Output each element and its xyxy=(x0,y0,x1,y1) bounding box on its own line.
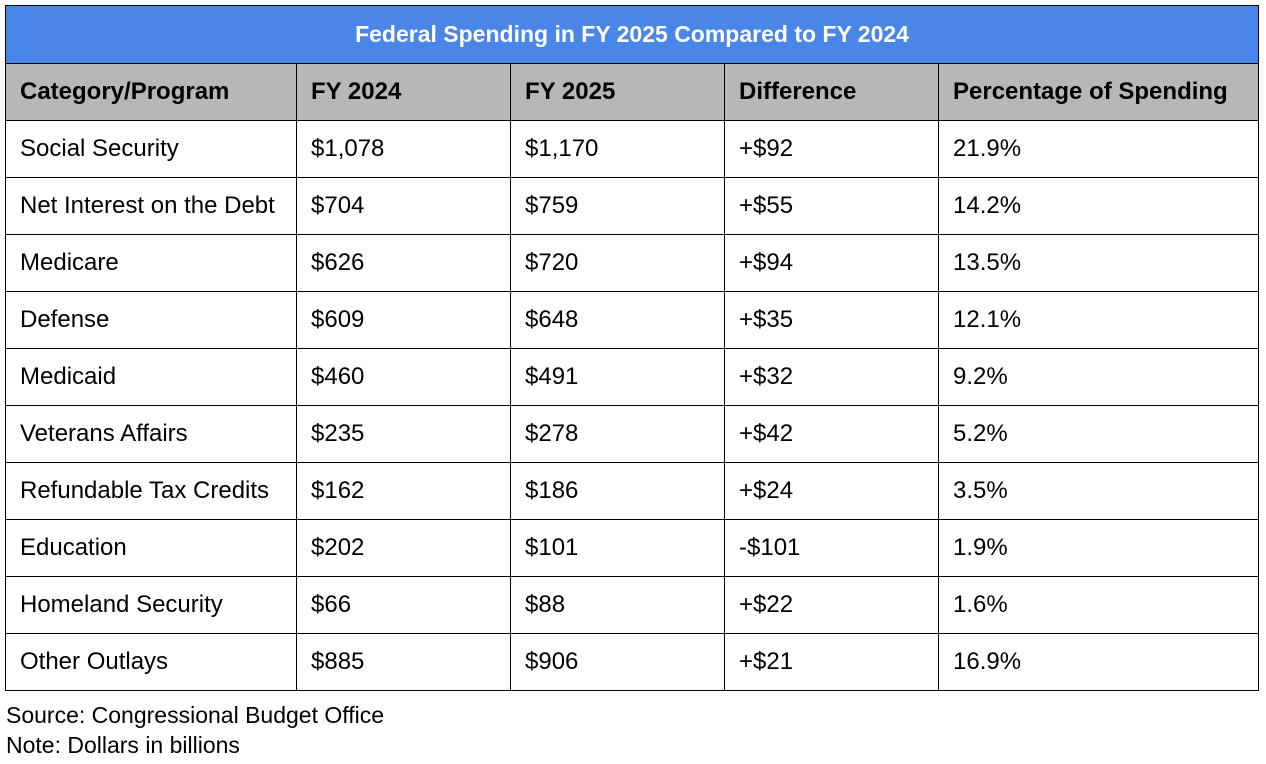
cell-difference: +$35 xyxy=(724,291,939,349)
cell-fy2025: $491 xyxy=(510,348,725,406)
column-header-fy2025: FY 2025 xyxy=(510,63,725,121)
cell-fy2024: $1,078 xyxy=(296,120,511,178)
cell-difference: -$101 xyxy=(724,519,939,577)
cell-percentage: 3.5% xyxy=(937,462,1260,520)
header-row: Category/Program FY 2024 FY 2025 Differe… xyxy=(5,63,1260,121)
cell-difference: +$55 xyxy=(724,177,939,235)
table-row: Net Interest on the Debt $704 $759 +$55 14.2… xyxy=(5,177,1260,235)
cell-fy2024: $704 xyxy=(296,177,511,235)
table-body: Federal Spending in FY 2025 Compared to … xyxy=(4,5,1260,691)
units-note: Note: Dollars in billions xyxy=(6,732,240,758)
cell-category: Homeland Security xyxy=(5,576,297,634)
cell-fy2025: $720 xyxy=(510,234,725,292)
cell-fy2024: $885 xyxy=(296,633,511,691)
cell-difference: +$92 xyxy=(724,120,939,178)
cell-fy2025: $759 xyxy=(510,177,725,235)
cell-category: Education xyxy=(5,519,297,577)
cell-fy2025: $186 xyxy=(510,462,725,520)
cell-percentage: 13.5% xyxy=(937,234,1260,292)
cell-fy2025: $101 xyxy=(510,519,725,577)
cell-percentage: 21.9% xyxy=(937,120,1260,178)
cell-percentage: 14.2% xyxy=(937,177,1260,235)
table-row: Education $202 $101 -$101 1.9% xyxy=(5,519,1260,577)
cell-category: Medicaid xyxy=(5,348,297,406)
table-row: Refundable Tax Credits $162 $186 +$24 3.5% xyxy=(5,462,1260,520)
column-header-difference: Difference xyxy=(724,63,939,121)
column-header-category: Category/Program xyxy=(5,63,297,121)
table-row: Veterans Affairs $235 $278 +$42 5.2% xyxy=(5,405,1260,463)
cell-percentage: 16.9% xyxy=(937,633,1260,691)
cell-difference: +$32 xyxy=(724,348,939,406)
cell-fy2025: $648 xyxy=(510,291,725,349)
cell-difference: +$42 xyxy=(724,405,939,463)
cell-category: Veterans Affairs xyxy=(5,405,297,463)
table-title: Federal Spending in FY 2025 Compared to … xyxy=(4,5,1260,64)
column-header-percentage: Percentage of Spending xyxy=(937,63,1260,121)
table-notes: Source: Congressional Budget Office Note… xyxy=(6,700,384,760)
cell-category: Defense xyxy=(5,291,297,349)
table-row: Other Outlays $885 $906 +$21 16.9% xyxy=(5,633,1260,691)
table-row: Social Security $1,078 $1,170 +$92 21.9% xyxy=(5,120,1260,178)
cell-difference: +$22 xyxy=(724,576,939,634)
cell-fy2025: $88 xyxy=(510,576,725,634)
cell-category: Net Interest on the Debt xyxy=(5,177,297,235)
cell-difference: +$24 xyxy=(724,462,939,520)
cell-fy2024: $162 xyxy=(296,462,511,520)
cell-fy2024: $66 xyxy=(296,576,511,634)
cell-fy2024: $626 xyxy=(296,234,511,292)
spending-table-container: Federal Spending in FY 2025 Compared to … xyxy=(4,5,1260,691)
table-row: Medicare $626 $720 +$94 13.5% xyxy=(5,234,1260,292)
cell-percentage: 1.6% xyxy=(937,576,1260,634)
source-note: Source: Congressional Budget Office xyxy=(6,702,385,728)
cell-fy2024: $609 xyxy=(296,291,511,349)
cell-difference: +$94 xyxy=(724,234,939,292)
cell-category: Medicare xyxy=(5,234,297,292)
cell-fy2024: $202 xyxy=(296,519,511,577)
cell-fy2024: $235 xyxy=(296,405,511,463)
cell-difference: +$21 xyxy=(724,633,939,691)
title-row: Federal Spending in FY 2025 Compared to … xyxy=(4,5,1260,64)
cell-percentage: 5.2% xyxy=(937,405,1260,463)
table-row: Homeland Security $66 $88 +$22 1.6% xyxy=(5,576,1260,634)
cell-category: Other Outlays xyxy=(5,633,297,691)
cell-percentage: 1.9% xyxy=(937,519,1260,577)
spending-table: Federal Spending in FY 2025 Compared to … xyxy=(4,5,1260,691)
cell-fy2025: $1,170 xyxy=(510,120,725,178)
cell-fy2025: $906 xyxy=(510,633,725,691)
column-header-fy2024: FY 2024 xyxy=(296,63,511,121)
cell-fy2025: $278 xyxy=(510,405,725,463)
cell-percentage: 9.2% xyxy=(937,348,1260,406)
cell-category: Refundable Tax Credits xyxy=(5,462,297,520)
cell-category: Social Security xyxy=(5,120,297,178)
cell-fy2024: $460 xyxy=(296,348,511,406)
cell-percentage: 12.1% xyxy=(937,291,1260,349)
table-row: Medicaid $460 $491 +$32 9.2% xyxy=(5,348,1260,406)
table-row: Defense $609 $648 +$35 12.1% xyxy=(5,291,1260,349)
